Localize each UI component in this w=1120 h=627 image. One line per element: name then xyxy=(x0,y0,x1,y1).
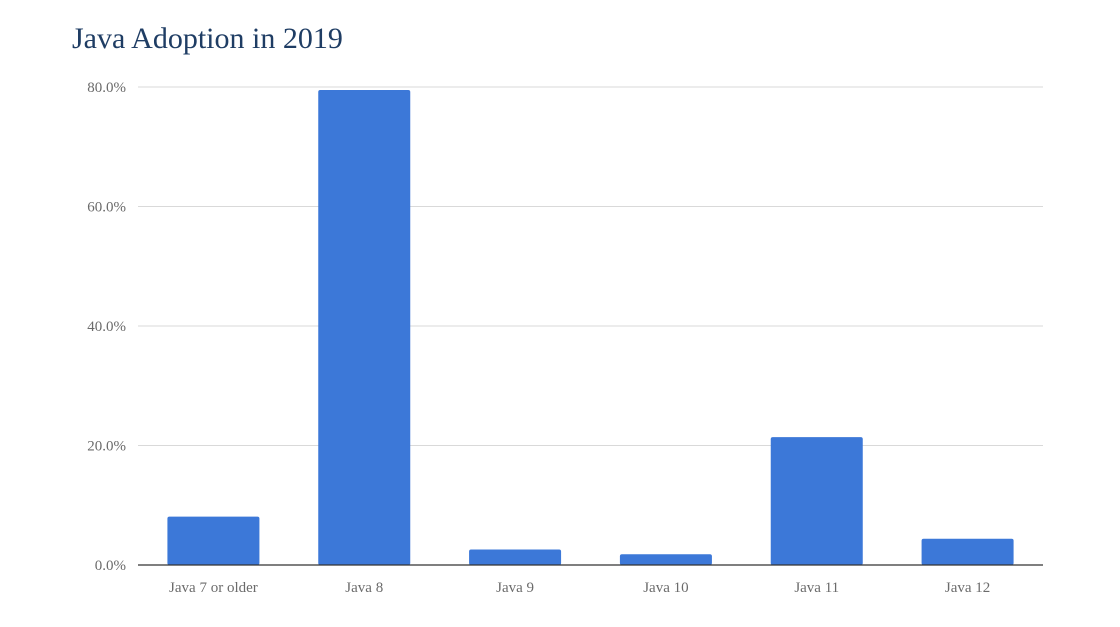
y-tick-label: 80.0% xyxy=(87,80,126,96)
gridlines xyxy=(138,86,1043,446)
bar xyxy=(469,549,562,565)
y-tick-label: 60.0% xyxy=(87,200,126,216)
tick-labels: 0.0% 20.0% 40.0% 60.0% 80.0% Java 7 or older J… xyxy=(87,80,990,596)
x-tick-label: Java 12 xyxy=(945,580,990,596)
bar xyxy=(619,554,712,565)
bar xyxy=(318,89,411,566)
y-tick-label: 40.0% xyxy=(87,319,126,335)
x-tick-label: Java 9 xyxy=(496,580,534,596)
y-tick-label: 20.0% xyxy=(87,439,126,455)
chart-title: Java Adoption in 2019 xyxy=(72,22,343,55)
bar xyxy=(167,516,260,565)
bars xyxy=(167,89,1014,566)
x-tick-label: Java 11 xyxy=(794,580,839,596)
x-tick-label: Java 10 xyxy=(643,580,688,596)
y-tick-label: 0.0% xyxy=(95,558,126,574)
bar xyxy=(921,538,1014,565)
x-tick-label: Java 8 xyxy=(345,580,383,596)
bar xyxy=(770,437,863,565)
x-tick-label: Java 7 or older xyxy=(169,580,258,596)
